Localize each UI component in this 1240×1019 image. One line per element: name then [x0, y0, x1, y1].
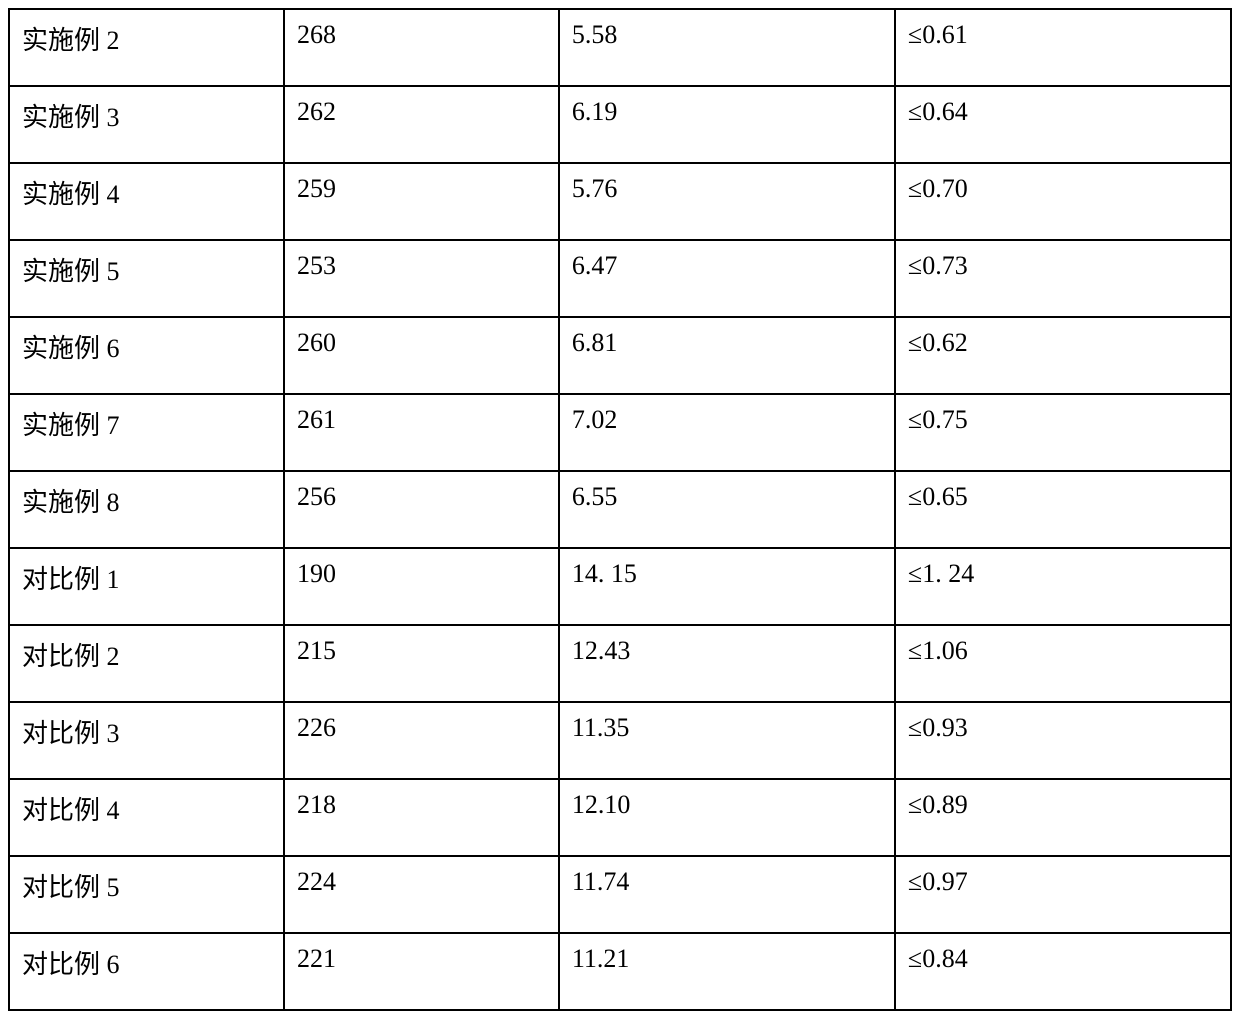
cell-label: 对比例 4 [9, 779, 284, 856]
cell-value: ≤0.97 [895, 856, 1231, 933]
cell-value: 6.81 [559, 317, 895, 394]
cell-value: 224 [284, 856, 559, 933]
cell-label: 对比例 3 [9, 702, 284, 779]
cell-value: 12.43 [559, 625, 895, 702]
cell-value: ≤0.70 [895, 163, 1231, 240]
cell-value: 259 [284, 163, 559, 240]
cell-label: 实施例 7 [9, 394, 284, 471]
cell-value: ≤1.06 [895, 625, 1231, 702]
cell-value: 268 [284, 9, 559, 86]
table-row: 对比例 5 224 11.74 ≤0.97 [9, 856, 1231, 933]
cell-value: 256 [284, 471, 559, 548]
cell-value: ≤0.64 [895, 86, 1231, 163]
cell-value: 11.21 [559, 933, 895, 1010]
cell-label: 实施例 3 [9, 86, 284, 163]
table-body: 实施例 2 268 5.58 ≤0.61 实施例 3 262 6.19 ≤0.6… [9, 9, 1231, 1010]
cell-label: 对比例 1 [9, 548, 284, 625]
cell-value: ≤0.93 [895, 702, 1231, 779]
cell-label: 对比例 5 [9, 856, 284, 933]
table-row: 对比例 3 226 11.35 ≤0.93 [9, 702, 1231, 779]
data-table: 实施例 2 268 5.58 ≤0.61 实施例 3 262 6.19 ≤0.6… [8, 8, 1232, 1011]
cell-value: ≤1. 24 [895, 548, 1231, 625]
cell-value: ≤0.61 [895, 9, 1231, 86]
cell-value: 6.55 [559, 471, 895, 548]
cell-value: ≤0.84 [895, 933, 1231, 1010]
cell-value: 5.76 [559, 163, 895, 240]
table-row: 对比例 4 218 12.10 ≤0.89 [9, 779, 1231, 856]
cell-value: 11.74 [559, 856, 895, 933]
table-row: 实施例 4 259 5.76 ≤0.70 [9, 163, 1231, 240]
table-row: 实施例 3 262 6.19 ≤0.64 [9, 86, 1231, 163]
table-row: 对比例 6 221 11.21 ≤0.84 [9, 933, 1231, 1010]
cell-value: 261 [284, 394, 559, 471]
cell-value: 253 [284, 240, 559, 317]
cell-value: 7.02 [559, 394, 895, 471]
cell-value: 12.10 [559, 779, 895, 856]
cell-label: 实施例 6 [9, 317, 284, 394]
cell-value: 221 [284, 933, 559, 1010]
cell-value: 6.19 [559, 86, 895, 163]
cell-value: 5.58 [559, 9, 895, 86]
cell-value: 6.47 [559, 240, 895, 317]
cell-value: 215 [284, 625, 559, 702]
table-row: 实施例 6 260 6.81 ≤0.62 [9, 317, 1231, 394]
cell-value: 11.35 [559, 702, 895, 779]
cell-label: 实施例 2 [9, 9, 284, 86]
cell-label: 实施例 4 [9, 163, 284, 240]
cell-value: 218 [284, 779, 559, 856]
table-row: 实施例 5 253 6.47 ≤0.73 [9, 240, 1231, 317]
table-row: 实施例 8 256 6.55 ≤0.65 [9, 471, 1231, 548]
table-row: 实施例 2 268 5.58 ≤0.61 [9, 9, 1231, 86]
cell-value: ≤0.73 [895, 240, 1231, 317]
cell-value: 260 [284, 317, 559, 394]
cell-value: 14. 15 [559, 548, 895, 625]
cell-value: ≤0.75 [895, 394, 1231, 471]
cell-value: 190 [284, 548, 559, 625]
cell-value: ≤0.62 [895, 317, 1231, 394]
cell-label: 对比例 6 [9, 933, 284, 1010]
cell-value: 226 [284, 702, 559, 779]
cell-label: 实施例 8 [9, 471, 284, 548]
cell-label: 对比例 2 [9, 625, 284, 702]
cell-value: ≤0.89 [895, 779, 1231, 856]
cell-label: 实施例 5 [9, 240, 284, 317]
table-row: 对比例 1 190 14. 15 ≤1. 24 [9, 548, 1231, 625]
table-row: 对比例 2 215 12.43 ≤1.06 [9, 625, 1231, 702]
cell-value: ≤0.65 [895, 471, 1231, 548]
cell-value: 262 [284, 86, 559, 163]
table-row: 实施例 7 261 7.02 ≤0.75 [9, 394, 1231, 471]
